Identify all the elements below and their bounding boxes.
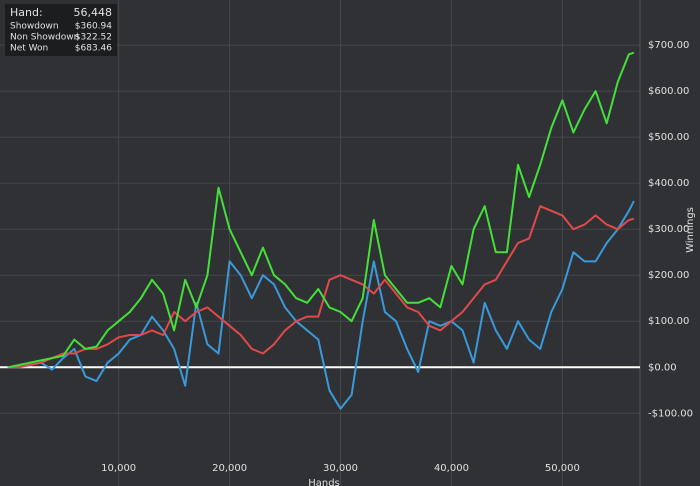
info-series-name: Showdown — [10, 22, 59, 32]
y-axis-title: Winnings — [685, 207, 696, 253]
lines — [7, 51, 635, 410]
info-value: 56,448 — [74, 6, 113, 19]
series-line — [7, 51, 635, 369]
info-series-total: $360.94 — [75, 22, 112, 32]
y-tick-label: $300.00 — [648, 224, 689, 235]
y-tick-label: $400.00 — [648, 178, 689, 189]
y-tick-label: $100.00 — [648, 316, 689, 327]
x-tick-label: 30,000 — [323, 463, 358, 474]
x-tick-label: 40,000 — [434, 463, 469, 474]
info-series-name: Net Won — [10, 44, 48, 54]
series-line — [7, 200, 635, 410]
x-tick-label: 20,000 — [212, 463, 247, 474]
y-tick-label: $0.00 — [648, 362, 677, 373]
y-tick-label: $500.00 — [648, 132, 689, 143]
y-tick-label: -$100.00 — [648, 408, 693, 419]
x-axis-title: Hands — [308, 478, 340, 486]
info-series-total: $322.52 — [75, 33, 112, 43]
info-series-name: Non Showdown — [10, 33, 79, 43]
info-label: Hand: — [10, 6, 43, 19]
y-tick-label: $200.00 — [648, 270, 689, 281]
x-tick-label: 50,000 — [545, 463, 580, 474]
labels: -$100.00 $0.00 $100.00 $200.00 $300.00 $400.0… — [101, 40, 693, 474]
info-series-total: $683.46 — [75, 44, 112, 54]
info-box-bg — [5, 4, 117, 56]
x-tick-label: 10,000 — [101, 463, 136, 474]
y-tick-label: $700.00 — [648, 40, 689, 51]
y-tick-label: $600.00 — [648, 86, 689, 97]
